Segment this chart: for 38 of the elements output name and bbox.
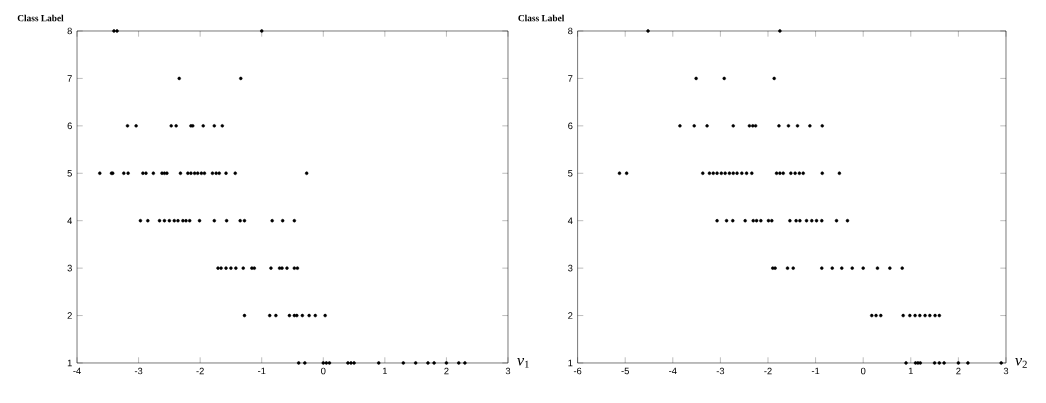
y-axis-title: Class Label: [518, 14, 565, 22]
x-tick-label: -4: [669, 367, 677, 375]
x-tick-label: 0: [321, 367, 326, 375]
x-tick-label: -1: [811, 367, 820, 375]
x-tick-label: -3: [134, 367, 143, 375]
x-axis-title: v$_{2}$: [1015, 358, 1027, 368]
x-axis-title: v$_{1}$: [517, 358, 529, 368]
x-tick-label: -6: [573, 367, 582, 375]
x-tick-label: 1: [908, 367, 913, 375]
x-tick-label: -4: [73, 367, 81, 375]
y-tick-label: 3: [568, 264, 573, 272]
x-tick-label: 2: [444, 367, 449, 375]
y-tick-label: 5: [67, 170, 72, 177]
x-tick-label: 3: [505, 367, 511, 375]
y-tick-label: 8: [568, 27, 573, 35]
y-tick-label: 3: [67, 264, 72, 272]
x-tick-label: 0: [860, 367, 866, 375]
x-tick-label: -3: [716, 367, 725, 375]
x-tick-label: 1: [382, 367, 387, 375]
x-tick-label: 3: [1003, 367, 1009, 375]
y-tick-label: 1: [568, 359, 573, 367]
y-tick-label: 5: [568, 170, 573, 177]
x-tick-label: -5: [621, 367, 629, 375]
y-tick-label: 8: [67, 27, 72, 35]
y-axis-title: Class Label: [17, 14, 64, 22]
y-tick-label: 6: [568, 122, 573, 130]
x-tick-label: 2: [956, 367, 961, 375]
x-tick-label: -1: [257, 367, 266, 375]
x-tick-label: -2: [196, 367, 204, 375]
y-tick-label: 2: [67, 312, 72, 319]
y-tick-label: 4: [567, 217, 573, 224]
y-tick-label: 2: [568, 312, 573, 319]
y-tick-label: 6: [67, 122, 72, 130]
y-tick-label: 7: [67, 75, 72, 82]
y-tick-label: 4: [67, 217, 73, 224]
x-tick-label: -2: [764, 367, 772, 375]
y-tick-label: 7: [568, 75, 573, 82]
y-tick-label: 1: [67, 359, 72, 367]
